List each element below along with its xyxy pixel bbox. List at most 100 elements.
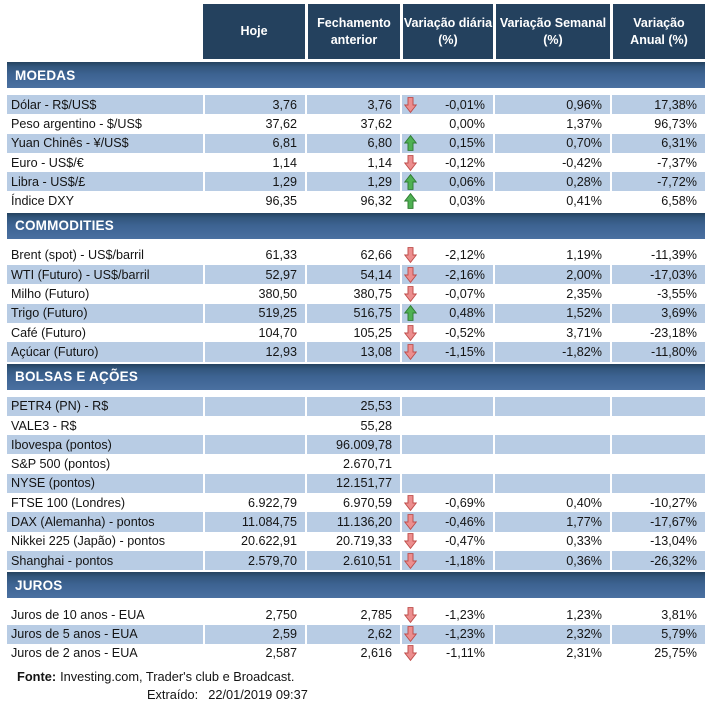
variacao-diaria-value: -1,23%: [445, 627, 485, 642]
table-row: Juros de 5 anos - EUA 2,59 2,62 -1,23% 2,32%…: [7, 624, 705, 644]
cell-hoje: [203, 396, 305, 416]
variacao-diaria-value: 0,00%: [449, 116, 485, 131]
cell-variacao-anual: 96,73%: [610, 114, 705, 134]
variacao-diaria-value: -1,18%: [445, 553, 485, 568]
cell-variacao-anual: [610, 396, 705, 416]
cell-variacao-diaria: -1,18%: [400, 550, 493, 571]
row-label: VALE3 - R$: [11, 418, 77, 433]
variacao-diaria-value: -0,47%: [445, 534, 485, 549]
cell-variacao-anual: 6,31%: [610, 133, 705, 153]
down-arrow-icon: [404, 266, 417, 283]
table-row: Índice DXY 96,35 96,32 0,03% 0,41% 6,58%: [7, 191, 705, 211]
cell-variacao-anual: 17,38%: [610, 95, 705, 115]
row-label: NYSE (pontos): [7, 473, 203, 494]
cell-variacao-semanal: 2,35%: [493, 284, 610, 304]
cell-variacao-diaria: -0,12%: [400, 152, 493, 173]
cell-hoje: [203, 435, 305, 455]
variacao-diaria-value: 0,03%: [449, 194, 485, 209]
cell-hoje: 12,93: [203, 342, 305, 362]
cell-variacao-semanal: [493, 396, 610, 416]
header-spacer: [7, 4, 203, 59]
cell-fechamento-anterior: 1,29: [305, 172, 400, 192]
table-row: Euro - US$/€ 1,14 1,14 -0,12% -0,42% -7,37%: [7, 152, 705, 173]
cell-variacao-semanal: 0,96%: [493, 95, 610, 115]
cell-fechamento-anterior: 380,75: [305, 284, 400, 304]
cell-variacao-semanal: [493, 454, 610, 474]
cell-variacao-diaria: [400, 435, 493, 455]
cell-fechamento-anterior: 13,08: [305, 342, 400, 362]
up-arrow-icon: [404, 173, 417, 190]
cell-fechamento-anterior: 96.009,78: [305, 435, 400, 455]
cell-hoje: 2,587: [203, 643, 305, 664]
table-row: Brent (spot) - US$/barril 61,33 62,66 -2,12…: [7, 245, 705, 266]
cell-variacao-anual: [610, 415, 705, 436]
row-label: Milho (Futuro): [11, 287, 90, 302]
row-label: Café (Futuro): [11, 325, 86, 340]
cell-hoje: 20.622,91: [203, 531, 305, 551]
cell-hoje: 1,29: [203, 172, 305, 192]
cell-variacao-diaria: -0,47%: [400, 531, 493, 551]
down-arrow-icon: [404, 645, 417, 662]
down-arrow-icon: [404, 606, 417, 624]
cell-hoje: 519,25: [203, 303, 305, 323]
variacao-diaria-value: -2,16%: [445, 267, 485, 282]
row-label: Euro - US$/€: [11, 155, 84, 170]
variacao-diaria-value: -0,01%: [445, 97, 485, 112]
row-label: Brent (spot) - US$/barril: [11, 248, 144, 263]
cell-fechamento-anterior: 11.136,20: [305, 512, 400, 532]
cell-hoje: 3,76: [203, 95, 305, 115]
cell-variacao-anual: [610, 454, 705, 474]
cell-variacao-anual: -7,37%: [610, 152, 705, 173]
cell-hoje: 380,50: [203, 284, 305, 304]
row-label: Shanghai - pontos: [7, 550, 203, 571]
table-row: Juros de 2 anos - EUA 2,587 2,616 -1,11% 2,3…: [7, 643, 705, 664]
cell-variacao-anual: [610, 473, 705, 494]
cell-variacao-diaria: [400, 473, 493, 494]
table-row: NYSE (pontos) 12.151,77: [7, 473, 705, 494]
cell-fechamento-anterior: 2,785: [305, 605, 400, 625]
cell-variacao-semanal: 0,36%: [493, 550, 610, 571]
down-arrow-icon: [404, 513, 417, 531]
variacao-diaria-value: -0,46%: [445, 514, 485, 529]
table-row: Milho (Futuro) 380,50 380,75 -0,07% 2,35% -3,…: [7, 284, 705, 304]
cell-variacao-semanal: 0,40%: [493, 493, 610, 513]
section-header-bolsas-e-acoes: BOLSAS E AÇÕES: [7, 363, 705, 390]
source-text: Investing.com, Trader's club e Broadcast…: [60, 669, 295, 685]
cell-fechamento-anterior: 12.151,77: [305, 473, 400, 494]
row-label: Juros de 2 anos - EUA: [11, 646, 138, 661]
cell-hoje: 1,14: [203, 152, 305, 173]
cell-hoje: 104,70: [203, 322, 305, 343]
cell-fechamento-anterior: 2,616: [305, 643, 400, 664]
cell-variacao-diaria: [400, 396, 493, 416]
cell-hoje: 61,33: [203, 245, 305, 266]
row-label: WTI (Futuro) - US$/barril: [7, 265, 203, 285]
cell-variacao-anual: -17,67%: [610, 512, 705, 532]
section-header-commodities: COMMODITIES: [7, 212, 705, 239]
cell-variacao-diaria: -0,01%: [400, 95, 493, 115]
cell-variacao-diaria: 0,15%: [400, 133, 493, 153]
cell-variacao-semanal: 0,70%: [493, 133, 610, 153]
cell-fechamento-anterior: 25,53: [305, 396, 400, 416]
section-header-juros: JUROS: [7, 572, 705, 599]
cell-variacao-diaria: -1,15%: [400, 342, 493, 362]
cell-hoje: [203, 454, 305, 474]
cell-variacao-anual: 3,81%: [610, 605, 705, 625]
variacao-diaria-value: -1,23%: [445, 607, 485, 622]
cell-fechamento-anterior: 2.670,71: [305, 454, 400, 474]
cell-variacao-diaria: [400, 415, 493, 436]
cell-variacao-semanal: [493, 473, 610, 494]
cell-variacao-diaria: 0,00%: [400, 114, 493, 134]
cell-hoje: [203, 473, 305, 494]
down-arrow-icon: [404, 552, 417, 569]
cell-hoje: 52,97: [203, 265, 305, 285]
cell-fechamento-anterior: 3,76: [305, 95, 400, 115]
cell-variacao-anual: -23,18%: [610, 322, 705, 343]
cell-hoje: 96,35: [203, 191, 305, 211]
row-label: Yuan Chinês - ¥/US$: [7, 133, 203, 153]
cell-variacao-diaria: -0,52%: [400, 322, 493, 343]
cell-variacao-semanal: -0,42%: [493, 152, 610, 173]
row-label: DAX (Alemanha) - pontos: [7, 512, 203, 532]
cell-fechamento-anterior: 62,66: [305, 245, 400, 266]
row-label: FTSE 100 (Londres): [11, 495, 126, 510]
cell-variacao-semanal: 1,37%: [493, 114, 610, 134]
